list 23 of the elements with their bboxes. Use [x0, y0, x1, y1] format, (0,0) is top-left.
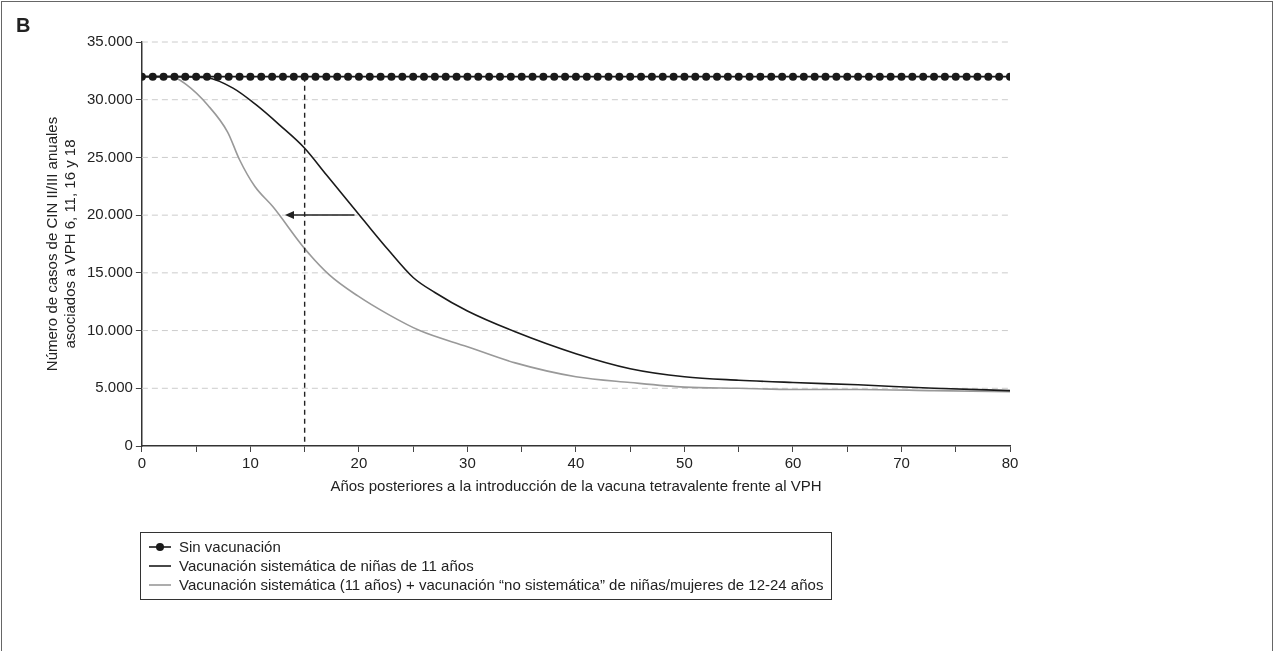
x-tick-label: 80: [1001, 454, 1019, 472]
x-tick-label: 40: [567, 454, 585, 472]
y-tick-label: 25.000: [86, 147, 133, 165]
y-tick-label: 0: [124, 436, 133, 454]
x-tick-label: 50: [676, 454, 693, 472]
y-tick-label: 15.000: [86, 263, 133, 280]
x-tick-label: 30: [459, 454, 476, 472]
x-axis-title: Años posteriores a la introducción de la vacuna tetravalente frente al VPH: [330, 477, 822, 495]
x-tick-label: 0: [137, 454, 147, 472]
y-tick-label: 30.000: [86, 89, 133, 107]
y-axis-title: Número de casos de CIN II/III anuales asociados a VPH 6, 11, 16 y 18: [43, 116, 79, 372]
x-tick-label: 70: [893, 454, 910, 472]
legend-label: Vacunación sistemática (11 años) + vacunación “no sistemática” de niñas/mujeres de 12-24 años: [179, 576, 824, 593]
x-tick-label: 10: [242, 454, 259, 472]
chart-title: B: [16, 14, 31, 37]
y-tick-label: 35.000: [86, 32, 133, 50]
x-tick-label: 60: [784, 454, 802, 472]
y-tick-label: 10.000: [86, 320, 133, 338]
legend-label: Sin vacunación: [179, 538, 281, 555]
y-tick-label: 5.000: [95, 378, 133, 396]
y-tick-label: 20.000: [86, 205, 133, 223]
legend-label: Vacunación sistemática de niñas de 11 años: [179, 557, 474, 574]
x-tick-label: 20: [350, 454, 368, 472]
